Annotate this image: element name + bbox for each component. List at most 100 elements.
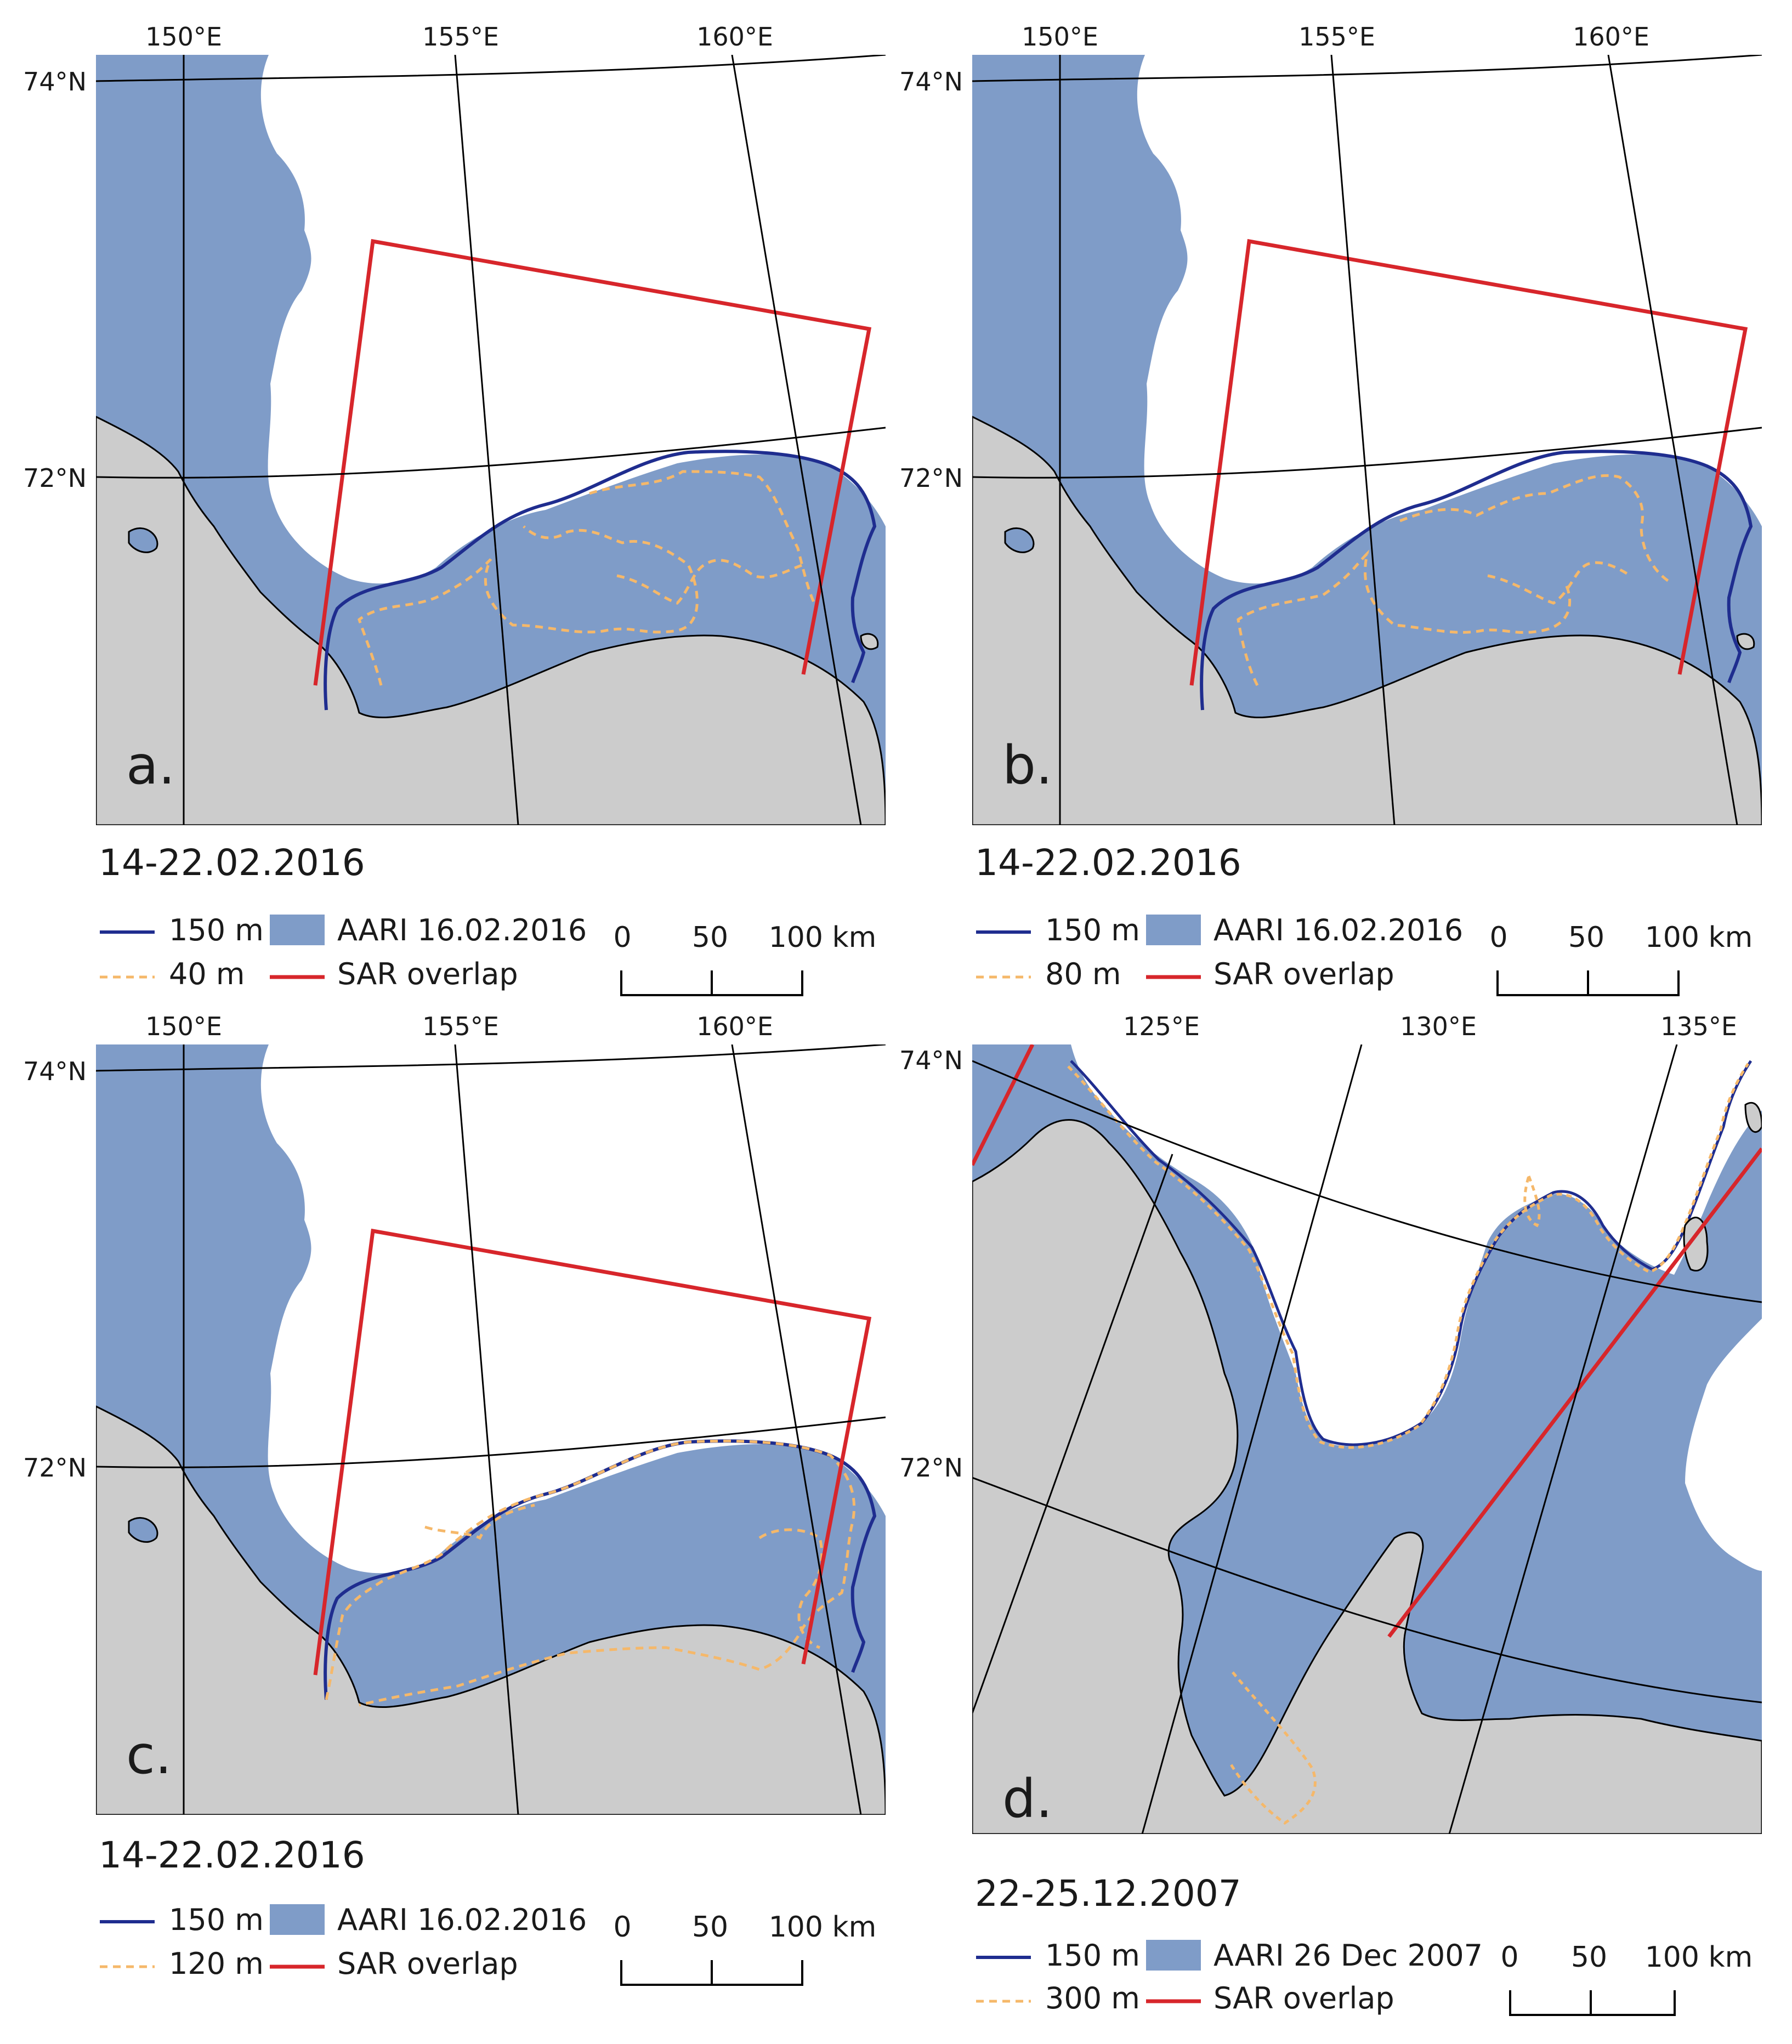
panel-letter-d: d. — [1002, 1768, 1053, 1830]
open-water-north — [1071, 1044, 1762, 1446]
lon-label-160: 160°E — [696, 1012, 773, 1041]
contour-dashed — [358, 470, 816, 686]
lon-label-155: 155°E — [422, 22, 499, 52]
legend-sar-line-c — [270, 1964, 325, 1969]
graticule — [972, 1044, 1762, 1834]
scale-label-0-a: 0 — [613, 921, 632, 954]
lat-label-72: 72°N — [23, 1453, 87, 1483]
sar-overlap-box — [1189, 239, 1748, 686]
lon-label-150: 150°E — [145, 1012, 222, 1041]
contour-150m — [324, 450, 877, 711]
map-a — [96, 55, 886, 825]
legend-fill-label-b: AARI 16.02.2016 — [1213, 913, 1464, 947]
panel-d: 125°E 130°E 135°E 74°N 72°N — [876, 990, 1792, 2044]
sar-overlap-box — [313, 1228, 872, 1676]
scale-label-0-d: 0 — [1500, 1941, 1519, 1974]
scale-label-50-d: 50 — [1570, 1941, 1608, 1974]
map-frame-d: d. — [972, 1044, 1762, 1834]
land-west — [972, 1119, 1762, 1834]
date-label-b: 14-22.02.2016 — [975, 842, 1241, 884]
lat-label-72: 72°N — [899, 1453, 963, 1483]
sar-overlap-line-right — [1387, 1147, 1762, 1638]
land-north-coast — [96, 416, 886, 825]
legend-solid-line-d — [976, 1956, 1031, 1959]
scale-label-100-a: 100 km — [768, 921, 877, 954]
land-north-coast — [96, 1405, 886, 1815]
legend-sar-label-c: SAR overlap — [337, 1946, 518, 1981]
legend-fill-swatch-c — [270, 1904, 325, 1935]
island-east-small — [1744, 1102, 1762, 1133]
panel-letter-b: b. — [1002, 735, 1053, 796]
lon-label-160: 160°E — [696, 22, 773, 52]
lon-label-130: 130°E — [1400, 1012, 1477, 1041]
legend-fill-swatch-d — [1146, 1940, 1201, 1971]
panel-a: 150°E 155°E 160°E 74°N 72°N — [0, 0, 896, 1020]
graticule — [972, 55, 1762, 825]
graticule — [96, 55, 886, 825]
sar-overlap-line-left — [972, 1044, 1035, 1166]
lon-label-160: 160°E — [1573, 22, 1649, 52]
legend-sar-label-d: SAR overlap — [1213, 1981, 1394, 2015]
lon-label-155: 155°E — [1298, 22, 1375, 52]
graticule — [96, 1044, 886, 1815]
legend-solid-line-c — [100, 1920, 155, 1923]
legend-dashed-line-d — [976, 2000, 1031, 2003]
land-island-east — [1736, 633, 1755, 650]
legend-sar-line-d — [1146, 1999, 1201, 2003]
map-c — [96, 1044, 886, 1815]
scale-label-50-a: 50 — [691, 921, 729, 954]
legend-fill-label-c: AARI 16.02.2016 — [337, 1903, 587, 1937]
map-frame-b: b. — [972, 55, 1762, 825]
panel-letter-a: a. — [126, 735, 175, 796]
lon-label-135: 135°E — [1660, 1012, 1737, 1041]
map-b — [972, 55, 1762, 825]
date-label-c: 14-22.02.2016 — [99, 1834, 365, 1876]
lon-label-150: 150°E — [145, 22, 222, 52]
lon-label-150: 150°E — [1022, 22, 1098, 52]
lat-label-74: 74°N — [899, 1046, 963, 1075]
land-island-west — [128, 1517, 158, 1543]
map-c-content — [96, 1044, 886, 1815]
scale-label-100-b: 100 km — [1644, 921, 1753, 954]
lat-label-74: 74°N — [23, 1057, 87, 1086]
panel-c: 150°E 155°E 160°E 74°N 72°N c. — [0, 990, 896, 2044]
legend-dashed-label-b: 80 m — [1045, 957, 1121, 991]
lon-label-125: 125°E — [1123, 1012, 1200, 1041]
legend-dashed-label-a: 40 m — [169, 957, 245, 991]
legend-fill-label-a: AARI 16.02.2016 — [337, 913, 587, 947]
legend-sar-line-b — [1146, 975, 1201, 979]
panel-b: 150°E 155°E 160°E 74°N 72°N — [876, 0, 1792, 1020]
date-label-a: 14-22.02.2016 — [99, 842, 365, 884]
legend-solid-label-d: 150 m — [1045, 1938, 1140, 1973]
scale-bar-d — [1509, 1990, 1676, 2016]
scale-bar-b — [1496, 970, 1680, 996]
legend-dashed-label-d: 300 m — [1045, 1981, 1140, 2015]
legend-sar-label-b: SAR overlap — [1213, 957, 1394, 991]
scale-label-100-d: 100 km — [1644, 1941, 1753, 1974]
contour-150m — [1070, 1060, 1753, 1446]
map-a-content — [96, 55, 886, 825]
legend-fill-label-d: AARI 26 Dec 2007 — [1213, 1938, 1483, 1973]
legend-solid-label-a: 150 m — [169, 913, 264, 947]
map-frame-c: c. — [96, 1044, 886, 1815]
map-frame-a: a. — [96, 55, 886, 825]
legend-solid-line-a — [100, 930, 155, 934]
contour-150m — [1200, 450, 1753, 711]
legend-sar-line-a — [270, 975, 325, 979]
sar-overlap-box — [313, 239, 872, 686]
map-d-content — [972, 1044, 1762, 1834]
scale-label-100-c: 100 km — [768, 1911, 877, 1944]
legend-solid-label-c: 150 m — [169, 1903, 264, 1937]
contour-dashed — [1067, 1063, 1750, 1825]
scale-label-50-b: 50 — [1568, 921, 1605, 954]
legend-dashed-line-a — [100, 975, 155, 979]
land-island-west — [128, 527, 158, 553]
lat-label-74: 74°N — [23, 67, 87, 96]
land-island-east — [860, 633, 879, 650]
legend-sar-label-a: SAR overlap — [337, 957, 518, 991]
legend-fill-swatch-a — [270, 915, 325, 945]
legend-dashed-line-b — [976, 975, 1031, 979]
lat-label-72: 72°N — [23, 463, 87, 493]
map-b-content — [972, 55, 1762, 825]
contour-dashed — [1237, 474, 1670, 686]
